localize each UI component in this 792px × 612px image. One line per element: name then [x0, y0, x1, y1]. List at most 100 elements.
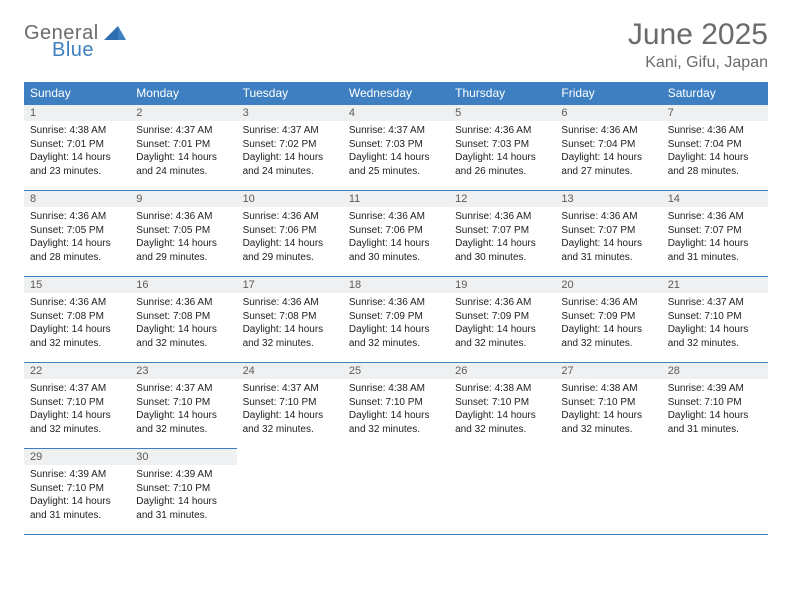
- day-body: Sunrise: 4:36 AMSunset: 7:08 PMDaylight:…: [237, 293, 343, 354]
- logo-mark-icon: [104, 26, 126, 43]
- calendar-cell: 13Sunrise: 4:36 AMSunset: 7:07 PMDayligh…: [555, 191, 661, 277]
- weekday-header: Thursday: [449, 82, 555, 105]
- calendar-cell: 5Sunrise: 4:36 AMSunset: 7:03 PMDaylight…: [449, 105, 555, 191]
- sunset-text: Sunset: 7:09 PM: [455, 310, 549, 324]
- day-body: Sunrise: 4:37 AMSunset: 7:02 PMDaylight:…: [237, 121, 343, 182]
- daylight-text: Daylight: 14 hours and 32 minutes.: [30, 323, 124, 350]
- sunrise-text: Sunrise: 4:36 AM: [30, 296, 124, 310]
- sunset-text: Sunset: 7:06 PM: [349, 224, 443, 238]
- sunrise-text: Sunrise: 4:36 AM: [455, 210, 549, 224]
- daylight-text: Daylight: 14 hours and 32 minutes.: [136, 323, 230, 350]
- day-number: 15: [24, 277, 130, 293]
- daylight-text: Daylight: 14 hours and 31 minutes.: [561, 237, 655, 264]
- day-number: 14: [662, 191, 768, 207]
- calendar-cell: 16Sunrise: 4:36 AMSunset: 7:08 PMDayligh…: [130, 277, 236, 363]
- sunset-text: Sunset: 7:03 PM: [349, 138, 443, 152]
- calendar-cell: 22Sunrise: 4:37 AMSunset: 7:10 PMDayligh…: [24, 363, 130, 449]
- day-number: 28: [662, 363, 768, 379]
- calendar-cell: [662, 449, 768, 535]
- weekday-header: Wednesday: [343, 82, 449, 105]
- daylight-text: Daylight: 14 hours and 24 minutes.: [243, 151, 337, 178]
- sunset-text: Sunset: 7:08 PM: [30, 310, 124, 324]
- calendar-cell: 27Sunrise: 4:38 AMSunset: 7:10 PMDayligh…: [555, 363, 661, 449]
- day-number: 13: [555, 191, 661, 207]
- sunset-text: Sunset: 7:10 PM: [136, 482, 230, 496]
- sunset-text: Sunset: 7:10 PM: [455, 396, 549, 410]
- sunrise-text: Sunrise: 4:39 AM: [30, 468, 124, 482]
- sunrise-text: Sunrise: 4:37 AM: [243, 124, 337, 138]
- day-number: 26: [449, 363, 555, 379]
- daylight-text: Daylight: 14 hours and 32 minutes.: [243, 409, 337, 436]
- day-body: Sunrise: 4:37 AMSunset: 7:01 PMDaylight:…: [130, 121, 236, 182]
- daylight-text: Daylight: 14 hours and 32 minutes.: [349, 323, 443, 350]
- page-title: June 2025: [628, 18, 768, 52]
- sunset-text: Sunset: 7:10 PM: [349, 396, 443, 410]
- logo-word2: Blue: [52, 41, 126, 60]
- day-number: 24: [237, 363, 343, 379]
- day-number: 4: [343, 105, 449, 121]
- day-body: Sunrise: 4:38 AMSunset: 7:01 PMDaylight:…: [24, 121, 130, 182]
- day-body: Sunrise: 4:36 AMSunset: 7:05 PMDaylight:…: [24, 207, 130, 268]
- sunrise-text: Sunrise: 4:38 AM: [30, 124, 124, 138]
- day-body: Sunrise: 4:36 AMSunset: 7:04 PMDaylight:…: [555, 121, 661, 182]
- calendar-cell: 6Sunrise: 4:36 AMSunset: 7:04 PMDaylight…: [555, 105, 661, 191]
- day-number: 27: [555, 363, 661, 379]
- day-number: 25: [343, 363, 449, 379]
- calendar-cell: 25Sunrise: 4:38 AMSunset: 7:10 PMDayligh…: [343, 363, 449, 449]
- sunrise-text: Sunrise: 4:36 AM: [561, 210, 655, 224]
- calendar-cell: 12Sunrise: 4:36 AMSunset: 7:07 PMDayligh…: [449, 191, 555, 277]
- day-number: 18: [343, 277, 449, 293]
- day-body: Sunrise: 4:37 AMSunset: 7:10 PMDaylight:…: [24, 379, 130, 440]
- day-body: Sunrise: 4:36 AMSunset: 7:09 PMDaylight:…: [343, 293, 449, 354]
- day-body: Sunrise: 4:36 AMSunset: 7:07 PMDaylight:…: [555, 207, 661, 268]
- sunrise-text: Sunrise: 4:36 AM: [243, 296, 337, 310]
- sunset-text: Sunset: 7:05 PM: [136, 224, 230, 238]
- day-body: Sunrise: 4:36 AMSunset: 7:04 PMDaylight:…: [662, 121, 768, 182]
- day-number: 16: [130, 277, 236, 293]
- calendar-cell: [555, 449, 661, 535]
- day-body: Sunrise: 4:36 AMSunset: 7:05 PMDaylight:…: [130, 207, 236, 268]
- sunset-text: Sunset: 7:10 PM: [668, 396, 762, 410]
- calendar-row: 1Sunrise: 4:38 AMSunset: 7:01 PMDaylight…: [24, 105, 768, 191]
- day-body: Sunrise: 4:37 AMSunset: 7:10 PMDaylight:…: [130, 379, 236, 440]
- day-body: Sunrise: 4:36 AMSunset: 7:08 PMDaylight:…: [24, 293, 130, 354]
- day-body: Sunrise: 4:39 AMSunset: 7:10 PMDaylight:…: [662, 379, 768, 440]
- daylight-text: Daylight: 14 hours and 31 minutes.: [136, 495, 230, 522]
- daylight-text: Daylight: 14 hours and 27 minutes.: [561, 151, 655, 178]
- calendar-cell: 19Sunrise: 4:36 AMSunset: 7:09 PMDayligh…: [449, 277, 555, 363]
- calendar-cell: 1Sunrise: 4:38 AMSunset: 7:01 PMDaylight…: [24, 105, 130, 191]
- calendar-cell: 20Sunrise: 4:36 AMSunset: 7:09 PMDayligh…: [555, 277, 661, 363]
- sunrise-text: Sunrise: 4:38 AM: [561, 382, 655, 396]
- sunrise-text: Sunrise: 4:36 AM: [136, 210, 230, 224]
- daylight-text: Daylight: 14 hours and 31 minutes.: [30, 495, 124, 522]
- day-number: 1: [24, 105, 130, 121]
- sunrise-text: Sunrise: 4:37 AM: [136, 124, 230, 138]
- sunset-text: Sunset: 7:07 PM: [561, 224, 655, 238]
- day-body: Sunrise: 4:36 AMSunset: 7:07 PMDaylight:…: [449, 207, 555, 268]
- sunset-text: Sunset: 7:07 PM: [668, 224, 762, 238]
- daylight-text: Daylight: 14 hours and 28 minutes.: [30, 237, 124, 264]
- sunrise-text: Sunrise: 4:38 AM: [455, 382, 549, 396]
- calendar-cell: 17Sunrise: 4:36 AMSunset: 7:08 PMDayligh…: [237, 277, 343, 363]
- sunset-text: Sunset: 7:01 PM: [30, 138, 124, 152]
- day-body: Sunrise: 4:37 AMSunset: 7:03 PMDaylight:…: [343, 121, 449, 182]
- daylight-text: Daylight: 14 hours and 32 minutes.: [455, 323, 549, 350]
- sunrise-text: Sunrise: 4:37 AM: [349, 124, 443, 138]
- sunrise-text: Sunrise: 4:39 AM: [668, 382, 762, 396]
- sunset-text: Sunset: 7:08 PM: [243, 310, 337, 324]
- sunset-text: Sunset: 7:04 PM: [668, 138, 762, 152]
- calendar-cell: [237, 449, 343, 535]
- sunset-text: Sunset: 7:08 PM: [136, 310, 230, 324]
- calendar-cell: 7Sunrise: 4:36 AMSunset: 7:04 PMDaylight…: [662, 105, 768, 191]
- sunset-text: Sunset: 7:05 PM: [30, 224, 124, 238]
- calendar-row: 8Sunrise: 4:36 AMSunset: 7:05 PMDaylight…: [24, 191, 768, 277]
- day-body: Sunrise: 4:37 AMSunset: 7:10 PMDaylight:…: [237, 379, 343, 440]
- weekday-header: Saturday: [662, 82, 768, 105]
- calendar-cell: [343, 449, 449, 535]
- sunset-text: Sunset: 7:03 PM: [455, 138, 549, 152]
- header: General Blue June 2025 Kani, Gifu, Japan: [24, 18, 768, 72]
- daylight-text: Daylight: 14 hours and 29 minutes.: [136, 237, 230, 264]
- day-body: Sunrise: 4:36 AMSunset: 7:08 PMDaylight:…: [130, 293, 236, 354]
- day-body: Sunrise: 4:36 AMSunset: 7:09 PMDaylight:…: [555, 293, 661, 354]
- calendar-cell: 2Sunrise: 4:37 AMSunset: 7:01 PMDaylight…: [130, 105, 236, 191]
